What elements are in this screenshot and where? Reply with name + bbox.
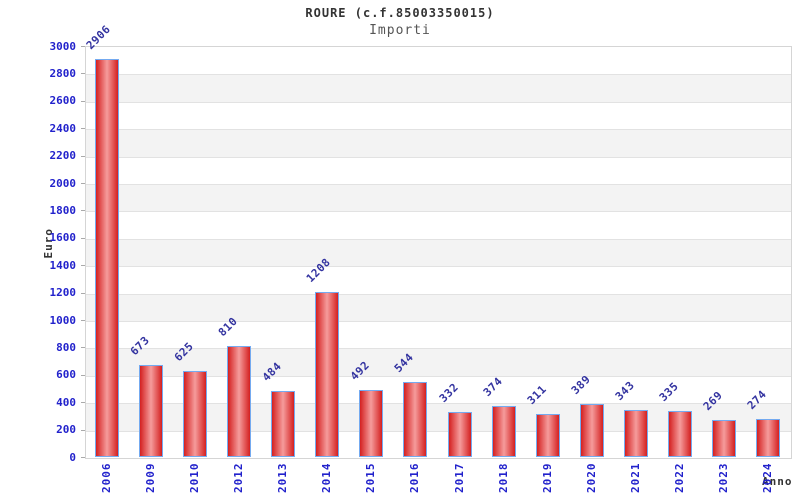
bar-2024 bbox=[755, 419, 780, 457]
y-tick-mark bbox=[81, 73, 85, 75]
plot-band bbox=[86, 74, 791, 102]
plot-band bbox=[86, 211, 791, 239]
y-tick-mark bbox=[81, 402, 85, 404]
bar-2012 bbox=[227, 346, 252, 457]
y-tick-label: 3000 bbox=[49, 39, 77, 53]
plot-band bbox=[86, 348, 791, 376]
gridline bbox=[86, 430, 791, 432]
gridline bbox=[86, 321, 791, 322]
y-tick-mark bbox=[81, 100, 85, 102]
y-tick-label: 1200 bbox=[49, 286, 77, 300]
bar-2023 bbox=[711, 420, 736, 457]
plot-band bbox=[86, 293, 791, 321]
x-axis-title: Anno bbox=[762, 475, 793, 488]
y-tick-label: 2200 bbox=[49, 149, 77, 163]
x-tick-label: 2016 bbox=[408, 463, 422, 494]
y-tick-mark bbox=[81, 457, 85, 458]
y-tick-mark bbox=[81, 265, 85, 267]
y-tick-label: 2800 bbox=[49, 66, 77, 80]
x-tick-label: 2022 bbox=[672, 463, 686, 494]
y-tick-mark bbox=[81, 128, 85, 130]
bar-2019 bbox=[535, 414, 560, 457]
y-tick-label: 1600 bbox=[49, 231, 77, 245]
gridline bbox=[86, 74, 791, 76]
chart-title: ROURE (c.f.85003350015) bbox=[305, 6, 495, 20]
x-tick-label: 2013 bbox=[276, 463, 290, 494]
y-tick-label: 1800 bbox=[49, 203, 77, 217]
bar-2020 bbox=[579, 403, 604, 457]
y-tick-mark bbox=[81, 46, 85, 47]
x-tick-label: 2019 bbox=[540, 463, 554, 494]
y-tick-label: 1400 bbox=[49, 258, 77, 272]
y-tick-label: 400 bbox=[56, 395, 76, 409]
gridline bbox=[86, 211, 791, 213]
x-tick-label: 2012 bbox=[232, 463, 246, 494]
bar-2009 bbox=[139, 364, 164, 457]
x-tick-label: 2014 bbox=[320, 463, 334, 494]
plot-band bbox=[86, 321, 791, 349]
gridline bbox=[86, 156, 791, 158]
gridline bbox=[86, 348, 791, 350]
y-tick-label: 2000 bbox=[49, 176, 77, 190]
x-tick-label: 2015 bbox=[364, 463, 378, 494]
y-tick-mark bbox=[81, 347, 85, 349]
y-tick-mark bbox=[81, 183, 85, 184]
y-tick-label: 0 bbox=[69, 450, 76, 464]
y-tick-mark bbox=[81, 292, 85, 294]
bar-2013 bbox=[271, 390, 296, 457]
x-tick-label: 2018 bbox=[496, 463, 510, 494]
bar-2018 bbox=[491, 405, 516, 457]
y-tick-label: 2600 bbox=[49, 94, 77, 108]
gridline bbox=[86, 375, 791, 377]
gridline bbox=[86, 293, 791, 295]
bar-2014 bbox=[315, 291, 340, 457]
y-tick-label: 800 bbox=[56, 340, 76, 354]
y-tick-mark bbox=[81, 320, 85, 321]
x-tick-label: 2023 bbox=[716, 463, 730, 494]
bar-2017 bbox=[447, 411, 472, 457]
bar-2010 bbox=[183, 371, 208, 457]
gridline bbox=[86, 238, 791, 240]
x-tick-label: 2021 bbox=[628, 463, 642, 494]
gridline bbox=[86, 266, 791, 268]
y-tick-label: 600 bbox=[56, 368, 76, 382]
bar-2022 bbox=[667, 411, 692, 457]
plot-band bbox=[86, 184, 791, 212]
chart-subtitle: Importi bbox=[369, 23, 431, 38]
x-tick-label: 2020 bbox=[584, 463, 598, 494]
plot-band bbox=[86, 266, 791, 294]
y-tick-label: 1000 bbox=[49, 313, 77, 327]
bar-2016 bbox=[403, 382, 428, 457]
bar-2021 bbox=[623, 410, 648, 457]
y-tick-mark bbox=[81, 210, 85, 212]
x-tick-label: 2010 bbox=[188, 463, 202, 494]
bar-2006 bbox=[95, 58, 120, 457]
y-tick-label: 200 bbox=[56, 423, 76, 437]
y-tick-mark bbox=[81, 374, 85, 376]
gridline bbox=[86, 403, 791, 405]
gridline bbox=[86, 184, 791, 185]
x-tick-label: 2006 bbox=[100, 463, 114, 494]
plot-band bbox=[86, 47, 791, 75]
y-tick-label: 2400 bbox=[49, 121, 77, 135]
plot-band bbox=[86, 129, 791, 157]
plot-area bbox=[85, 46, 792, 459]
bar-2015 bbox=[359, 389, 384, 457]
gridline bbox=[86, 101, 791, 103]
plot-band bbox=[86, 156, 791, 184]
x-tick-label: 2024 bbox=[760, 463, 774, 494]
gridline bbox=[86, 129, 791, 131]
plot-band bbox=[86, 238, 791, 267]
x-tick-label: 2017 bbox=[452, 463, 466, 494]
y-tick-mark bbox=[81, 429, 85, 431]
plot-band bbox=[86, 101, 791, 130]
y-tick-mark bbox=[81, 155, 85, 157]
y-tick-mark bbox=[81, 237, 85, 239]
x-tick-label: 2009 bbox=[144, 463, 158, 494]
